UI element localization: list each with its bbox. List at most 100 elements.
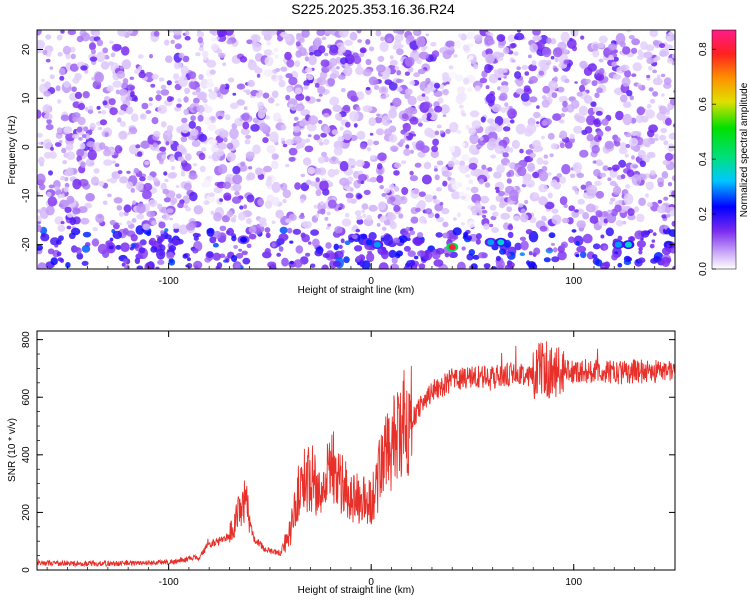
heatmap-cell: [163, 134, 169, 139]
heatmap-cell: [264, 56, 274, 67]
heatmap-cell: [227, 77, 235, 83]
heatmap-cell: [538, 170, 549, 182]
heatmap-cell: [553, 247, 558, 253]
heatmap-cell: [248, 166, 253, 170]
heatmap-cell: [295, 41, 301, 47]
heatmap-cell: [109, 219, 116, 226]
heatmap-cell: [356, 130, 366, 140]
heatmap-cell: [295, 50, 303, 58]
heatmap-cell: [536, 105, 540, 109]
heatmap-cell: [37, 224, 42, 233]
heatmap-cell: [503, 75, 507, 79]
heatmap-cell: [320, 59, 330, 67]
heatmap-cell: [490, 215, 497, 221]
heatmap-cell: [329, 96, 340, 106]
heatmap-cell: [566, 217, 574, 225]
heatmap-cell: [186, 257, 191, 262]
heatmap-cell: [668, 132, 675, 140]
heatmap-cell: [84, 106, 89, 112]
heatmap-cell: [347, 176, 354, 182]
heatmap-cell: [104, 132, 109, 138]
heatmap-cell: [339, 126, 344, 131]
heatmap-cell: [210, 210, 215, 215]
heatmap-cell: [308, 55, 317, 66]
heatmap-cell: [505, 106, 509, 111]
heatmap-cell: [243, 204, 248, 209]
snr-y-label: SNR (10 * v/v): [7, 418, 18, 482]
heatmap-cell: [49, 74, 55, 80]
heatmap-cell: [366, 252, 375, 263]
heatmap-cell: [492, 211, 499, 217]
heatmap-cell: [76, 252, 84, 260]
heatmap-cell: [37, 192, 40, 196]
heatmap-cell: [245, 218, 252, 225]
heatmap-cell: [278, 79, 286, 88]
heatmap-cell: [91, 238, 100, 247]
heatmap-cell: [550, 55, 555, 60]
heatmap-cell: [376, 113, 381, 117]
heatmap-cell: [231, 255, 238, 262]
heatmap-cell: [200, 147, 207, 152]
heatmap-cell: [196, 104, 205, 113]
heatmap-cell: [42, 49, 48, 56]
heatmap-cell: [149, 237, 157, 246]
heatmap-cell: [253, 65, 260, 71]
heatmap-cell: [58, 67, 66, 76]
heatmap-cell: [235, 264, 241, 269]
heatmap-cell: [563, 59, 569, 65]
heatmap-cell: [511, 59, 516, 63]
heatmap-cell: [646, 77, 651, 81]
heatmap-cell: [474, 34, 483, 42]
heatmap-cell: [625, 256, 633, 262]
heatmap-cell: [440, 130, 444, 134]
heatmap-cell: [202, 103, 208, 108]
heatmap-cell: [91, 48, 96, 55]
heatmap-cell: [54, 243, 59, 248]
heatmap-cell: [554, 57, 559, 63]
heatmap-cell: [285, 163, 290, 168]
heatmap-cell: [219, 128, 225, 132]
heatmap-cell: [436, 124, 442, 129]
heatmap-cell: [638, 197, 646, 206]
colorbar-label: Normalized spectral amplitude: [739, 82, 750, 217]
heatmap-cell: [667, 143, 675, 152]
heatmap-cell: [516, 30, 521, 33]
heatmap-cell: [247, 79, 255, 88]
heatmap-cell: [622, 46, 631, 55]
heatmap-cell: [451, 191, 461, 200]
heatmap-y-tick-label: -20: [21, 237, 32, 252]
heatmap-cell: [592, 107, 599, 113]
heatmap-cell: [466, 220, 476, 228]
heatmap-cell: [295, 104, 304, 112]
heatmap-x-ticks: -100 0 100: [46, 30, 676, 287]
heatmap-cell: [148, 97, 153, 102]
heatmap-cell: [456, 212, 462, 218]
heatmap-cell: [461, 112, 467, 117]
heatmap-cell: [456, 129, 462, 135]
heatmap-cell: [160, 89, 170, 96]
heatmap-cell: [197, 114, 204, 122]
heatmap-cell: [307, 134, 312, 138]
heatmap-cell: [189, 128, 199, 136]
heatmap-cell: [362, 105, 373, 113]
heatmap-cell: [163, 171, 168, 176]
heatmap-cell: [60, 114, 70, 122]
heatmap-cell: [173, 73, 180, 80]
heatmap-cell: [61, 147, 67, 154]
heatmap-cell: [323, 113, 330, 118]
heatmap-cell: [208, 88, 213, 93]
heatmap-cell: [381, 226, 387, 231]
heatmap-cell: [300, 198, 305, 204]
heatmap-cell: [425, 33, 430, 37]
heatmap-cell: [350, 165, 355, 169]
heatmap-cell: [137, 151, 143, 157]
heatmap-cell: [168, 245, 177, 252]
heatmap-cell: [76, 126, 83, 133]
heatmap-cell: [117, 170, 123, 175]
heatmap-cell: [547, 192, 553, 199]
heatmap-cell: [580, 35, 585, 40]
heatmap-cell: [636, 131, 642, 137]
heatmap-hotspot: [497, 239, 505, 246]
heatmap-cell: [662, 159, 671, 166]
heatmap-cell: [660, 127, 668, 134]
